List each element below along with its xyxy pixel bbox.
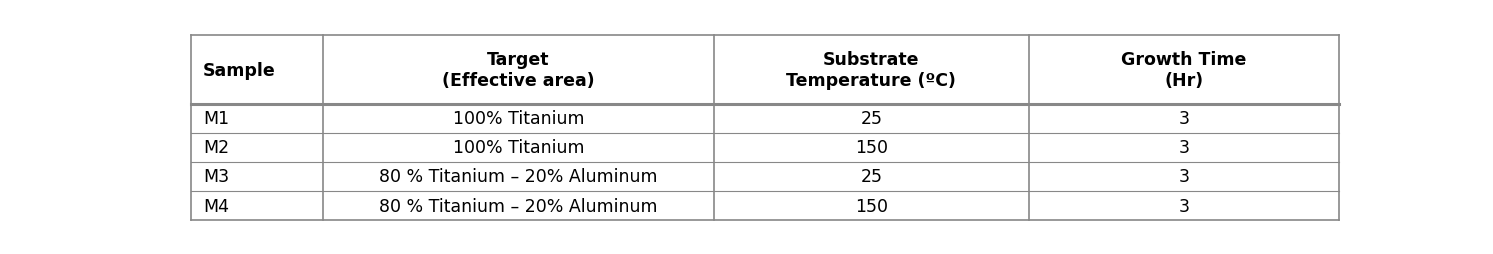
Text: Target
(Effective area): Target (Effective area) — [442, 51, 594, 90]
Text: 3: 3 — [1178, 197, 1190, 215]
Text: 100% Titanium: 100% Titanium — [452, 110, 584, 128]
Text: 80 % Titanium – 20% Aluminum: 80 % Titanium – 20% Aluminum — [379, 197, 657, 215]
Text: M1: M1 — [203, 110, 228, 128]
Text: 100% Titanium: 100% Titanium — [452, 139, 584, 157]
Text: 25: 25 — [860, 110, 882, 128]
Text: 80 % Titanium – 20% Aluminum: 80 % Titanium – 20% Aluminum — [379, 168, 657, 186]
Text: 150: 150 — [855, 197, 888, 215]
Text: Substrate
Temperature (ºC): Substrate Temperature (ºC) — [787, 51, 957, 90]
Text: M3: M3 — [203, 168, 228, 186]
Text: 150: 150 — [855, 139, 888, 157]
Text: Sample: Sample — [203, 61, 276, 79]
Text: 25: 25 — [860, 168, 882, 186]
Text: 3: 3 — [1178, 168, 1190, 186]
Text: 3: 3 — [1178, 139, 1190, 157]
Text: Growth Time
(Hr): Growth Time (Hr) — [1121, 51, 1247, 90]
Text: M4: M4 — [203, 197, 228, 215]
Text: M2: M2 — [203, 139, 228, 157]
Text: 3: 3 — [1178, 110, 1190, 128]
